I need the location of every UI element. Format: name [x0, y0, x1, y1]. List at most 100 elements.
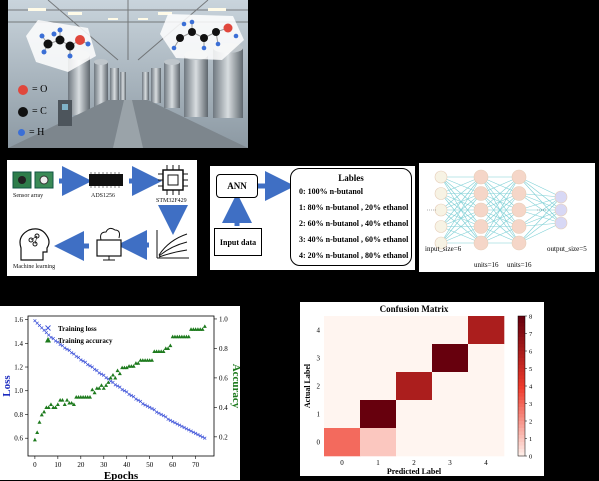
loss-point-stroke	[154, 410, 159, 414]
factory-scene-image	[8, 0, 248, 148]
loss-point-stroke	[198, 434, 202, 438]
colorbar-tick-label: 7	[529, 331, 533, 338]
loss-point	[83, 360, 88, 364]
neuron-node	[554, 216, 568, 230]
accuracy-point	[46, 405, 51, 409]
cm-y-tick-label: 3	[317, 355, 321, 363]
neuron-node	[511, 169, 527, 185]
neuron-node	[511, 235, 527, 251]
legend-oxygen: = O	[18, 84, 47, 95]
loss-point	[74, 354, 78, 358]
accuracy-point	[106, 380, 111, 384]
ann-box: ANN	[216, 174, 258, 198]
loss-point	[115, 384, 120, 388]
loss-point-stroke	[164, 415, 168, 419]
loss-point-stroke	[125, 390, 129, 394]
matrix-cell	[468, 344, 505, 373]
colorbar-segment	[518, 452, 525, 457]
accuracy-point	[202, 324, 207, 328]
colorbar-segment	[518, 386, 525, 390]
loss-point-stroke	[42, 328, 46, 332]
loss-point-stroke	[90, 365, 94, 369]
accuracy-point	[200, 327, 205, 331]
loss-point	[143, 403, 147, 407]
loss-point-stroke	[196, 432, 200, 437]
colorbar-tick-label: 4	[529, 384, 533, 391]
colorbar-segment	[518, 449, 525, 453]
legend-loss-stroke	[45, 325, 51, 331]
neuron-node	[473, 202, 489, 218]
loss-point-stroke	[111, 380, 115, 385]
loss-point	[159, 412, 163, 417]
loss-point	[166, 417, 170, 421]
y-left-tick-label: 1.4	[14, 340, 23, 348]
x-tick-label: 60	[169, 461, 177, 469]
connection-line	[440, 176, 482, 227]
factory-illustration-panel: = O = C = H	[8, 0, 248, 148]
loss-point	[69, 351, 74, 355]
y-left-tick-label: 1.6	[14, 316, 23, 324]
loss-point	[141, 402, 145, 406]
loss-point	[154, 410, 159, 414]
loss-point	[95, 368, 99, 373]
colorbar-segment	[518, 333, 525, 338]
accuracy-point	[166, 346, 171, 351]
connection-line	[480, 176, 520, 227]
accuracy-point	[39, 412, 44, 417]
accuracy-point	[108, 375, 113, 380]
neuron-node	[434, 236, 448, 250]
neuron-node	[473, 169, 489, 185]
y-right-tick-label: 0.2	[219, 433, 228, 441]
loss-point	[150, 406, 154, 411]
loss-point-stroke	[76, 355, 81, 360]
connection-line	[518, 193, 562, 211]
loss-point-stroke	[129, 393, 133, 398]
connection-line	[440, 176, 482, 244]
loss-point-stroke	[53, 339, 58, 343]
colorbar-segment	[518, 403, 525, 408]
connection-line	[480, 193, 520, 244]
loss-point	[203, 436, 207, 440]
neuron-node	[434, 170, 448, 184]
legend-accuracy-marker	[45, 337, 51, 343]
legend-carbon: = C	[18, 106, 47, 117]
loss-point	[184, 427, 189, 431]
colorbar-segment	[518, 330, 525, 334]
molecule-n-butanol-icon	[26, 20, 96, 72]
matrix-cell	[324, 400, 361, 429]
accuracy-point	[104, 383, 109, 387]
connection-line	[518, 222, 562, 244]
colorbar-tick-label: 5	[529, 366, 532, 373]
colorbar-segment	[518, 319, 525, 324]
connection-line	[518, 193, 562, 224]
loss-point-stroke	[63, 346, 67, 350]
units-layer1-label: units=16	[474, 261, 499, 269]
cm-x-tick-label: 3	[448, 459, 452, 467]
colorbar-segment	[518, 400, 525, 404]
loss-point	[60, 344, 65, 348]
neuron-node	[473, 186, 489, 201]
loss-point-stroke	[152, 408, 156, 412]
loss-point-stroke	[118, 385, 122, 389]
loss-point-stroke	[168, 418, 173, 423]
loss-point-stroke	[88, 364, 92, 368]
loss-point-stroke	[37, 323, 42, 328]
matrix-cell	[468, 372, 505, 401]
colorbar-segment	[518, 323, 525, 327]
connection-line	[440, 193, 482, 244]
accuracy-point	[115, 368, 120, 373]
loss-point	[175, 422, 179, 426]
loss-point	[111, 380, 115, 385]
accuracy-point	[90, 387, 95, 392]
legend-hydrogen: = H	[18, 127, 44, 138]
loss-point	[92, 367, 97, 372]
loss-point-stroke	[131, 395, 136, 399]
colorbar-segment	[518, 368, 525, 373]
accuracy-point	[117, 371, 122, 376]
colorbar-segment	[518, 382, 525, 387]
loss-point-stroke	[136, 398, 140, 402]
loss-point-stroke	[99, 372, 104, 376]
connection-line	[518, 176, 562, 198]
colorbar-segment	[518, 351, 525, 355]
input-data-box: Input data	[214, 228, 262, 256]
